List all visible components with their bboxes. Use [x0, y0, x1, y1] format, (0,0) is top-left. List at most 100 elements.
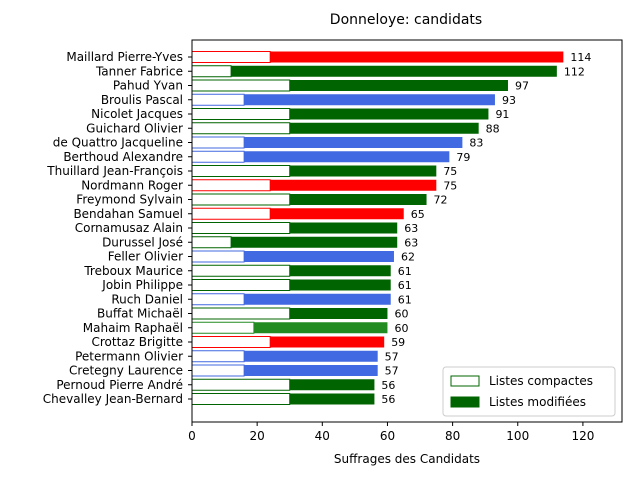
value-label: 59	[391, 336, 405, 349]
y-tick-label: Mahaim Raphaël	[83, 321, 183, 335]
y-tick-label: Ruch Daniel	[111, 292, 183, 306]
bar-compactes	[191, 150, 245, 163]
bar-compactes	[191, 264, 291, 277]
x-tick-label: 40	[315, 429, 330, 443]
x-tick-label: 20	[250, 429, 265, 443]
value-label: 75	[443, 165, 457, 178]
y-tick-label: de Quattro Jacqueline	[53, 136, 183, 150]
bar-compactes	[191, 336, 271, 348]
bar-compactes	[191, 378, 291, 391]
bar-modifiees	[244, 251, 394, 262]
plot-frame	[191, 39, 623, 423]
value-label: 61	[398, 265, 412, 278]
bar-modifiees	[270, 336, 385, 348]
x-tick-label: 120	[571, 429, 594, 443]
y-tick-label: Cretegny Laurence	[69, 364, 183, 378]
value-label: 72	[434, 194, 448, 207]
bar-compactes	[191, 279, 291, 291]
bar-compactes	[191, 136, 245, 149]
bar-modifiees	[289, 122, 479, 134]
bar-modifiees	[289, 308, 388, 319]
y-tick-label: Maillard Pierre-Yves	[66, 50, 183, 64]
bar-modifiees	[253, 322, 388, 334]
bar-compactes	[191, 393, 291, 405]
x-axis-label: Suffrages des Candidats	[334, 452, 480, 466]
x-axis: 0 20 40 60 80 100 120	[188, 422, 594, 443]
value-label: 62	[401, 251, 415, 264]
value-label: 97	[515, 80, 529, 93]
bar-compactes	[191, 179, 271, 192]
legend-label-modifiees: Listes modifiées	[489, 395, 586, 409]
bar-compactes	[191, 51, 271, 63]
x-tick-label: 100	[506, 429, 529, 443]
value-label: 61	[398, 293, 412, 306]
y-tick-label: Buffat Michaël	[97, 307, 183, 321]
bar-compactes	[191, 122, 291, 135]
bar-compactes	[191, 350, 245, 363]
value-label: 112	[564, 65, 585, 78]
y-tick-label: Guichard Olivier	[86, 121, 183, 135]
bar-compactes	[191, 293, 245, 306]
y-tick-label: Cornamusaz Alain	[75, 221, 183, 235]
x-tick-label: 80	[445, 429, 460, 443]
y-tick-label: Nordmann Roger	[81, 178, 183, 192]
value-label: 60	[394, 308, 408, 321]
bar-modifiees	[270, 179, 437, 191]
bar-modifiees	[244, 350, 378, 362]
value-label: 56	[381, 379, 395, 392]
y-tick-label: Berthoud Alexandre	[63, 150, 183, 164]
bar-compactes	[191, 321, 255, 334]
bar-compactes	[191, 193, 291, 206]
value-label: 63	[404, 222, 418, 235]
bar-modifiees	[244, 137, 463, 148]
value-label: 79	[456, 151, 470, 164]
bar-compactes	[191, 222, 291, 234]
y-tick-label: Broulis Pascal	[101, 93, 183, 107]
bar-compactes	[191, 250, 245, 263]
bars-group	[191, 51, 564, 405]
bar-compactes	[191, 307, 291, 320]
value-label: 61	[398, 279, 412, 292]
value-label: 91	[495, 108, 509, 121]
legend-frame	[442, 366, 616, 417]
value-label: 57	[385, 365, 399, 378]
bar-modifiees	[270, 51, 564, 63]
bar-modifiees	[244, 94, 495, 106]
chart-title: Donneloye: candidats	[330, 12, 482, 28]
bar-compactes	[191, 364, 245, 377]
bar-modifiees	[289, 165, 437, 177]
bar-compactes	[191, 207, 271, 220]
y-tick-label: Treboux Maurice	[83, 264, 183, 278]
y-tick-label: Chevalley Jean-Bernard	[43, 392, 183, 406]
value-label: 88	[486, 122, 500, 135]
bar-modifiees	[244, 293, 391, 305]
bar-compactes	[191, 108, 291, 120]
bar-compactes	[191, 165, 291, 177]
legend: Listes compactes Listes modifiées	[442, 366, 616, 417]
bar-compactes	[191, 65, 232, 78]
bar-modifiees	[244, 365, 378, 376]
y-tick-label: Durussel José	[102, 235, 183, 249]
bar-modifiees	[289, 265, 391, 277]
y-tick-label: Pernoud Pierre André	[56, 378, 183, 392]
y-tick-label: Crottaz Brigitte	[91, 335, 183, 349]
bar-modifiees	[289, 80, 508, 91]
x-tick-label: 0	[188, 429, 196, 443]
value-label: 63	[404, 236, 418, 249]
value-label: 65	[411, 208, 425, 221]
value-label: 56	[381, 393, 395, 406]
y-tick-label: Thuillard Jean-François	[46, 164, 183, 178]
value-label: 75	[443, 179, 457, 192]
y-tick-label: Petermann Olivier	[75, 349, 183, 363]
legend-swatch-modifiees	[450, 396, 480, 408]
value-label: 60	[394, 322, 408, 335]
bar-modifiees	[270, 208, 404, 220]
bar-modifiees	[289, 108, 489, 120]
legend-swatch-compactes	[450, 375, 480, 387]
y-tick-label: Pahud Yvan	[113, 79, 183, 93]
y-tick-label: Freymond Sylvain	[76, 193, 183, 207]
bar-modifiees	[289, 279, 391, 291]
